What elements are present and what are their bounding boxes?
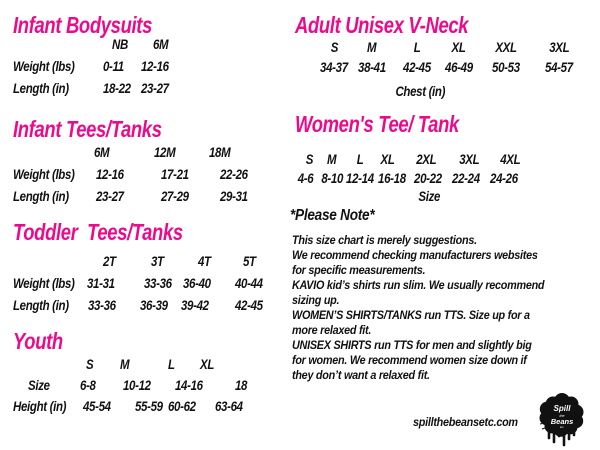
svg-text:Beans: Beans	[551, 417, 574, 426]
svg-text:Spill: Spill	[554, 404, 572, 413]
svg-text:etc.: etc.	[560, 425, 564, 429]
